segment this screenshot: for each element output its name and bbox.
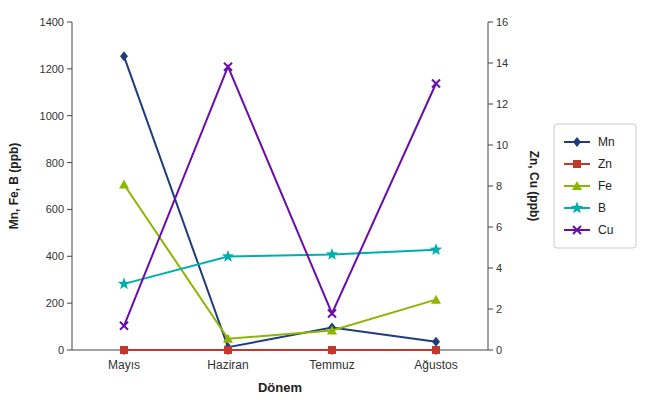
legend: Mn Zn Fe B Cu [554,124,636,248]
y-tick [67,256,72,257]
axes: Mayıs Haziran Temmuz Ağustos 0 200 400 600 800 10… [40,16,509,372]
point [432,346,440,354]
series [120,51,440,352]
legend-label: B [598,201,606,215]
series-line [124,349,436,351]
point [328,346,336,354]
y-tick-label: 800 [46,157,64,169]
point [222,250,234,262]
chart: Mayıs Haziran Temmuz Ağustos 0 200 400 600 800 10… [0,0,654,418]
point [120,51,128,61]
y2-tick-label: 2 [496,303,502,315]
point [224,63,232,71]
y2-tick-label: 14 [496,57,508,69]
y2-tick-label: 10 [496,139,508,151]
y-axis-line [72,22,73,350]
plot-area [118,51,442,354]
x-tick-label: Mayıs [108,358,140,372]
y-tick [67,303,72,304]
point [223,334,233,343]
y2-tick [488,145,493,146]
point [224,346,232,354]
y2-tick [488,22,493,23]
y2-tick [488,104,493,105]
y2-tick-label: 12 [496,98,508,110]
point [432,337,440,347]
legend-marker [572,181,582,190]
point [328,310,336,318]
y2-tick [488,63,493,64]
point [120,322,128,330]
point [118,277,130,289]
y-tick [67,22,72,23]
y2-tick-label: 4 [496,262,502,274]
point [120,346,128,354]
series [119,179,441,342]
legend-label: Cu [598,223,613,237]
y2-tick-label: 16 [496,16,508,28]
y2-tick [488,227,493,228]
y-tick [67,350,72,351]
legend-label: Mn [598,135,615,149]
series-line [124,67,436,326]
y2-tick [488,309,493,310]
y-tick-label: 1200 [40,63,64,75]
point [326,248,338,260]
legend-label: Fe [598,179,612,193]
y-tick-label: 600 [46,203,64,215]
legend-box [554,124,636,248]
point [119,179,129,188]
legend-label: Zn [598,157,612,171]
y-tick-label: 1400 [40,16,64,28]
series [120,63,440,330]
x-tick-label: Ağustos [414,358,457,372]
point [432,80,440,88]
y-tick-label: 0 [58,344,64,356]
series-line [124,56,436,347]
series [118,243,442,289]
y-tick [67,162,72,163]
x-axis-title: Dönem [258,380,302,395]
legend-marker [573,226,581,234]
y-tick-label: 400 [46,250,64,262]
series [120,346,440,354]
x-axis-line [72,350,488,351]
y2-tick-label: 0 [496,344,502,356]
point [431,295,441,304]
legend-marker [571,202,583,214]
point [430,243,442,255]
y-tick-label: 200 [46,297,64,309]
y2-tick [488,350,493,351]
y-tick-label: 1000 [40,110,64,122]
y-tick [67,115,72,116]
y2-tick [488,186,493,187]
y2-tick-label: 8 [496,180,502,192]
legend-marker [573,137,581,147]
point [327,326,337,335]
series-line [124,250,436,284]
y2-tick-label: 6 [496,221,502,233]
y-tick [67,209,72,210]
y2-tick [488,268,493,269]
x-tick-label: Temmuz [309,358,354,372]
y-axis-title: Mn, Fe, B (ppb) [7,143,21,230]
x-tick-label: Haziran [207,358,248,372]
y-tick [67,68,72,69]
legend-marker [573,160,581,168]
y2-axis-title: Zn, Cu (ppb) [527,151,541,222]
